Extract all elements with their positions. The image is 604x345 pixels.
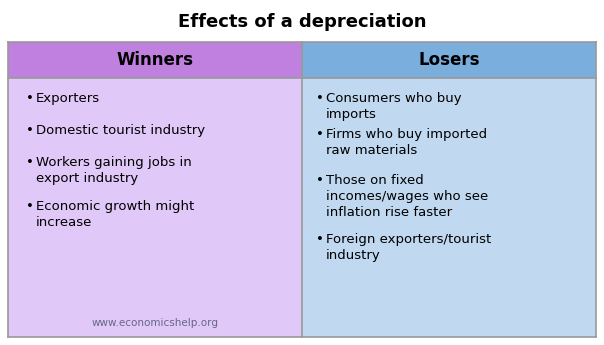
- Bar: [8, 42, 302, 78]
- Bar: [302, 78, 596, 337]
- Text: Economic growth might
increase: Economic growth might increase: [36, 200, 194, 229]
- Text: Effects of a depreciation: Effects of a depreciation: [178, 13, 426, 31]
- Text: Foreign exporters/tourist
industry: Foreign exporters/tourist industry: [326, 233, 491, 262]
- Bar: [302, 42, 596, 78]
- Text: Workers gaining jobs in
export industry: Workers gaining jobs in export industry: [36, 156, 191, 185]
- Text: •: •: [316, 92, 324, 105]
- Text: Winners: Winners: [117, 51, 193, 69]
- Text: Those on fixed
incomes/wages who see
inflation rise faster: Those on fixed incomes/wages who see inf…: [326, 174, 488, 219]
- Text: •: •: [26, 156, 34, 169]
- Text: •: •: [316, 174, 324, 187]
- Text: •: •: [316, 128, 324, 141]
- Text: Domestic tourist industry: Domestic tourist industry: [36, 124, 205, 137]
- Text: Losers: Losers: [418, 51, 480, 69]
- Text: Exporters: Exporters: [36, 92, 100, 105]
- Text: •: •: [26, 124, 34, 137]
- Text: www.economicshelp.org: www.economicshelp.org: [91, 318, 219, 328]
- Text: •: •: [26, 92, 34, 105]
- Bar: [8, 78, 302, 337]
- Text: •: •: [26, 200, 34, 213]
- Text: •: •: [316, 233, 324, 246]
- Text: Firms who buy imported
raw materials: Firms who buy imported raw materials: [326, 128, 487, 157]
- Text: Consumers who buy
imports: Consumers who buy imports: [326, 92, 461, 121]
